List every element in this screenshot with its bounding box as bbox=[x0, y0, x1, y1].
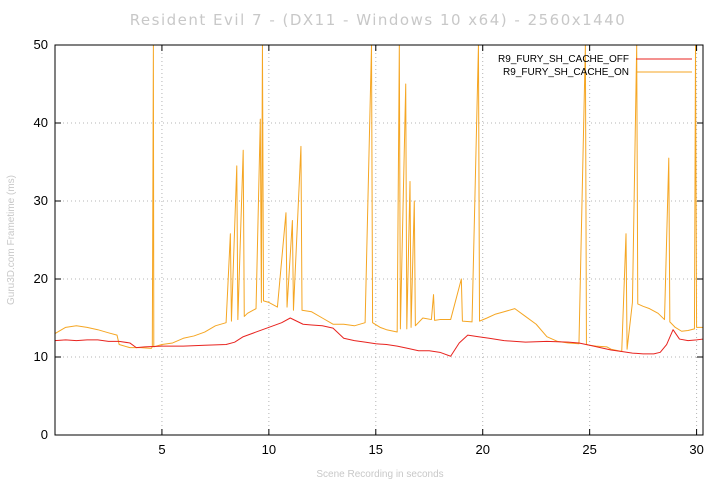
x-tick-label: 5 bbox=[158, 442, 165, 457]
y-axis-label: Guru3D.com Frametime (ms) bbox=[6, 175, 17, 305]
x-tick-label: 30 bbox=[689, 442, 703, 457]
x-axis-label: Scene Recording in seconds bbox=[316, 469, 443, 480]
legend-label-on: R9_FURY_SH_CACHE_ON bbox=[503, 67, 629, 78]
series-line-cache-off bbox=[54, 317, 704, 357]
legend: R9_FURY_SH_CACHE_OFF R9_FURY_SH_CACHE_ON bbox=[498, 54, 692, 78]
series-layer bbox=[54, 44, 704, 357]
x-tick-label: 10 bbox=[262, 442, 276, 457]
x-tick-label: 15 bbox=[369, 442, 383, 457]
series-line-cache-on bbox=[54, 44, 703, 353]
x-tick-label: 20 bbox=[475, 442, 489, 457]
y-tick-label: 0 bbox=[41, 427, 48, 442]
y-tick-label: 10 bbox=[34, 349, 48, 364]
grid-layer bbox=[55, 45, 703, 435]
legend-label-off: R9_FURY_SH_CACHE_OFF bbox=[498, 54, 629, 65]
y-tick-label: 30 bbox=[34, 193, 48, 208]
tick-layer: 0 10 20 30 40 50 5 10 15 20 25 30 bbox=[34, 37, 704, 457]
chart-title: Resident Evil 7 - (DX11 - Windows 10 x64… bbox=[130, 11, 627, 29]
y-tick-label: 50 bbox=[34, 37, 48, 52]
y-tick-label: 20 bbox=[34, 271, 48, 286]
y-tick-label: 40 bbox=[34, 115, 48, 130]
plot-frame bbox=[54, 44, 704, 436]
x-tick-label: 25 bbox=[582, 442, 596, 457]
